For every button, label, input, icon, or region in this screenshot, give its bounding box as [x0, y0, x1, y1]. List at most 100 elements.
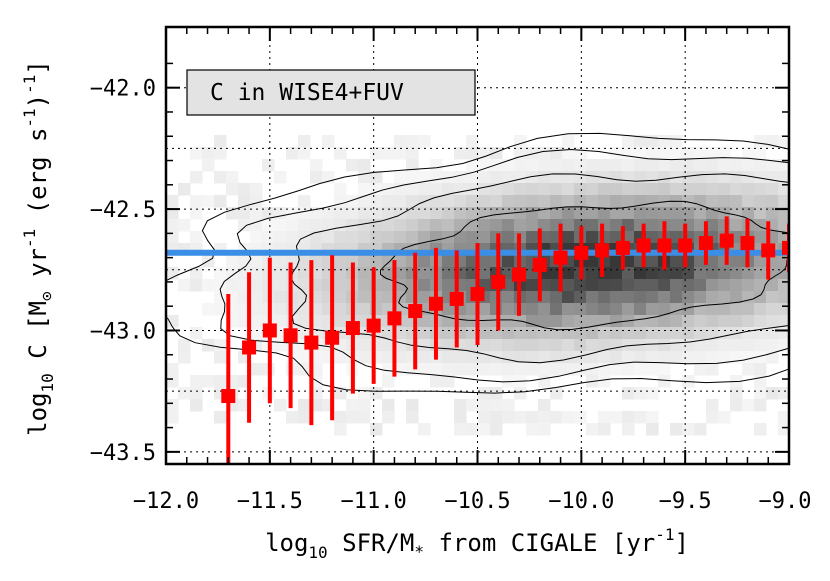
- density-cell: [562, 231, 575, 244]
- density-cell: [742, 195, 755, 208]
- data-point: [532, 257, 547, 272]
- density-cell: [442, 171, 455, 184]
- density-cell: [754, 303, 767, 316]
- density-cell: [706, 219, 719, 232]
- density-cell: [202, 147, 215, 160]
- density-cell: [418, 171, 431, 184]
- density-cell: [670, 159, 683, 172]
- density-cell: [214, 339, 227, 352]
- density-cell: [562, 219, 575, 232]
- density-cell: [490, 315, 503, 328]
- density-cell: [574, 219, 587, 232]
- density-cell: [742, 183, 755, 196]
- density-cell: [634, 387, 647, 400]
- density-cell: [670, 423, 683, 436]
- density-cell: [358, 351, 371, 364]
- density-cell: [310, 171, 323, 184]
- density-cell: [694, 291, 707, 304]
- density-cell: [334, 195, 347, 208]
- data-point: [408, 304, 423, 319]
- density-cell: [454, 399, 467, 412]
- density-cell: [466, 207, 479, 220]
- density-cell: [226, 255, 239, 268]
- density-cell: [730, 399, 743, 412]
- density-cell: [622, 423, 635, 436]
- density-cell: [382, 351, 395, 364]
- density-cell: [538, 219, 551, 232]
- density-cell: [718, 291, 731, 304]
- density-cell: [214, 135, 227, 148]
- density-cell: [466, 255, 479, 268]
- density-cell: [394, 195, 407, 208]
- density-cell: [562, 303, 575, 316]
- density-cell: [298, 147, 311, 160]
- density-cell: [478, 255, 491, 268]
- density-cell: [586, 267, 599, 280]
- density-cell: [274, 315, 287, 328]
- data-point: [678, 238, 693, 253]
- x-tick-label: −9.0: [759, 489, 812, 514]
- density-cell: [466, 219, 479, 232]
- density-cell: [622, 183, 635, 196]
- density-cell: [190, 375, 203, 388]
- density-cell: [742, 315, 755, 328]
- density-cell: [526, 279, 539, 292]
- density-cell: [478, 195, 491, 208]
- density-cell: [226, 279, 239, 292]
- density-cell: [706, 267, 719, 280]
- density-cell: [706, 315, 719, 328]
- density-cell: [418, 255, 431, 268]
- density-cell: [262, 159, 275, 172]
- density-cell: [274, 303, 287, 316]
- density-cell: [490, 339, 503, 352]
- density-map: [166, 135, 789, 436]
- density-cell: [334, 315, 347, 328]
- density-cell: [454, 195, 467, 208]
- density-cell: [730, 195, 743, 208]
- density-cell: [622, 267, 635, 280]
- density-cell: [370, 231, 383, 244]
- density-cell: [418, 339, 431, 352]
- density-cell: [166, 207, 179, 220]
- density-cell: [490, 327, 503, 340]
- density-cell: [190, 279, 203, 292]
- density-cell: [718, 147, 731, 160]
- density-cell: [730, 279, 743, 292]
- density-cell: [382, 279, 395, 292]
- density-cell: [646, 327, 659, 340]
- density-cell: [694, 339, 707, 352]
- density-cell: [694, 171, 707, 184]
- density-cell: [502, 363, 515, 376]
- density-cell: [478, 315, 491, 328]
- density-cell: [610, 267, 623, 280]
- density-cell: [334, 303, 347, 316]
- density-cell: [646, 303, 659, 316]
- density-cell: [682, 207, 695, 220]
- density-cell: [214, 147, 227, 160]
- density-cell: [514, 159, 527, 172]
- density-cell: [694, 363, 707, 376]
- density-cell: [754, 255, 767, 268]
- density-cell: [274, 219, 287, 232]
- data-point: [782, 240, 789, 255]
- density-cell: [778, 255, 789, 268]
- density-cell: [658, 339, 671, 352]
- density-cell: [646, 291, 659, 304]
- density-cell: [478, 339, 491, 352]
- density-cell: [718, 411, 731, 424]
- density-cell: [754, 207, 767, 220]
- density-cell: [634, 363, 647, 376]
- density-cell: [490, 255, 503, 268]
- x-tick-label: −11.0: [341, 489, 407, 514]
- density-cell: [550, 303, 563, 316]
- density-cell: [250, 267, 263, 280]
- density-cell: [454, 147, 467, 160]
- density-cell: [466, 339, 479, 352]
- density-cell: [766, 183, 779, 196]
- density-cell: [526, 363, 539, 376]
- density-cell: [490, 231, 503, 244]
- density-cell: [442, 267, 455, 280]
- density-cell: [322, 231, 335, 244]
- density-cell: [634, 327, 647, 340]
- data-point: [304, 335, 319, 350]
